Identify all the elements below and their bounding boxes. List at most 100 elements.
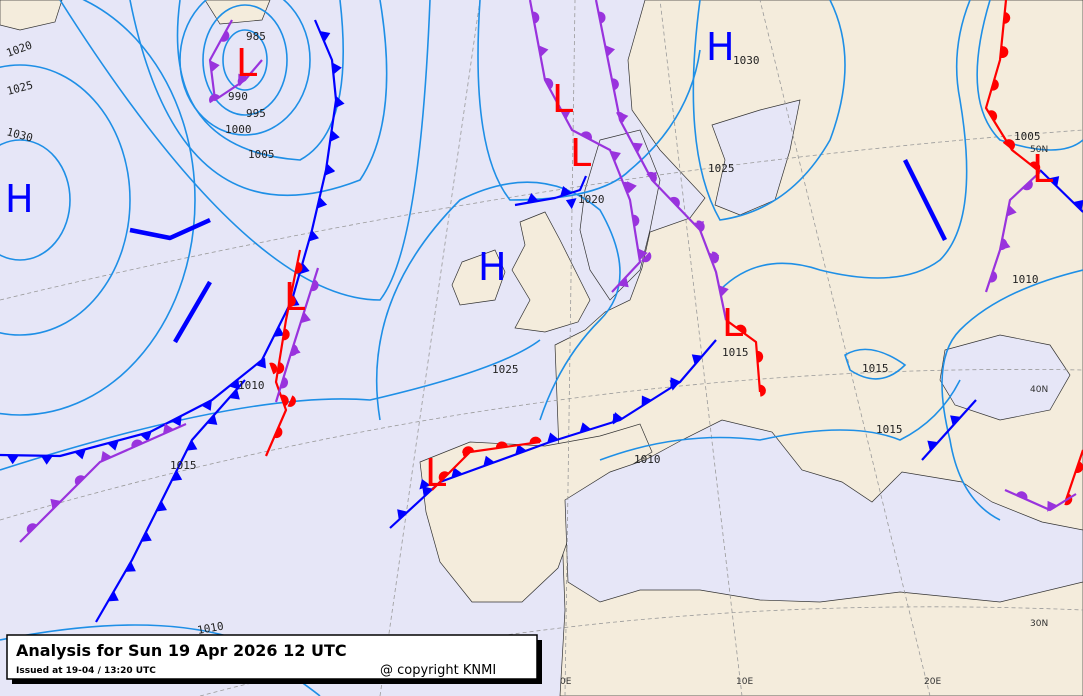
isobar-label: 1015 (170, 459, 197, 472)
front-symbol (451, 467, 463, 478)
trough-front (902, 158, 948, 242)
front-symbol (186, 439, 198, 451)
issued: Issued at 19-04 / 13:20 UTC (16, 666, 156, 676)
isobar-label: 1030 (733, 54, 760, 67)
isobar (0, 339, 541, 471)
isobar (976, 0, 1083, 151)
front-symbol (300, 311, 311, 324)
front-symbol (171, 470, 183, 482)
graticule-label: 50N (1030, 145, 1048, 155)
isobar-label: 985 (246, 30, 266, 43)
front-symbol (419, 478, 431, 490)
front-symbol (515, 444, 527, 455)
pressure-center: H (478, 245, 507, 289)
front-symbol (269, 362, 278, 375)
front-symbol (237, 75, 248, 87)
isobar-label: 1005 (1014, 130, 1041, 143)
front-symbol (280, 394, 289, 407)
front-symbol (641, 251, 652, 263)
isobar (179, 0, 311, 136)
pressure-center: L (552, 77, 573, 121)
front-symbol (229, 378, 240, 390)
occ-front (1004, 488, 1077, 512)
pressure-center: L (1032, 147, 1053, 191)
isobar (477, 0, 701, 201)
isobar (59, 0, 431, 301)
front-symbol (277, 362, 285, 374)
box (6, 634, 538, 680)
front-symbol (162, 423, 174, 435)
front-symbol (616, 111, 625, 124)
warm-front (984, 0, 1041, 173)
front-symbol (1006, 204, 1017, 217)
warm-front (264, 249, 302, 457)
warm-front (725, 319, 762, 393)
trough-front (173, 280, 212, 344)
front-symbol (316, 196, 328, 209)
graticule-label: 10E (736, 677, 753, 687)
front-symbol (273, 326, 285, 337)
pressure-center: L (722, 301, 743, 345)
front-symbol (989, 270, 998, 283)
isobar-label: 1020 (578, 193, 605, 206)
front-symbol (438, 471, 449, 482)
front-symbol (74, 475, 86, 486)
front-symbol (462, 446, 475, 454)
front-symbol (669, 196, 680, 208)
graticule-label: 20E (924, 677, 941, 687)
front-symbol (1003, 11, 1011, 24)
front-symbol (108, 590, 119, 602)
front-symbol (171, 415, 182, 427)
front-symbol (529, 436, 542, 444)
front-symbol (290, 344, 301, 356)
front-symbol (308, 230, 320, 242)
front-symbol (107, 440, 119, 451)
front-symbol (26, 523, 37, 534)
front-symbol (1015, 491, 1028, 500)
front-symbol (718, 285, 729, 297)
isobar (375, 181, 621, 421)
isobar-label: 1010 (634, 453, 661, 466)
labels: HL HLLHLLLL985990995100010051020102510301… (5, 25, 1054, 687)
isobar (202, 4, 288, 116)
isobar (129, 0, 388, 196)
front-symbol (324, 163, 335, 176)
front-symbol (209, 93, 221, 104)
pressure-center: L (570, 131, 591, 175)
warm-front (1064, 449, 1083, 501)
isobar (941, 269, 1083, 521)
pressure-center: H (706, 25, 735, 69)
isobar (599, 379, 961, 461)
front-symbol (759, 384, 766, 397)
front-symbol (1000, 46, 1009, 59)
front-symbol (547, 432, 559, 443)
ireland (451, 249, 506, 306)
front-symbol (100, 450, 112, 462)
front-symbol (206, 414, 218, 425)
front-symbol (1048, 176, 1060, 187)
front-symbol (641, 395, 652, 407)
mediterranean (564, 419, 1083, 603)
front-symbol (1047, 500, 1058, 512)
graticule-line (379, 0, 481, 696)
pressure-center: L (284, 275, 305, 319)
isobar-label: 1010 (196, 620, 224, 637)
front-symbol (6, 455, 19, 465)
front-symbol (560, 185, 572, 197)
front-symbol (611, 78, 619, 91)
front-symbol (229, 388, 240, 400)
front-symbol (538, 45, 549, 58)
front-symbol (332, 62, 342, 75)
front-symbol (40, 455, 53, 465)
front-symbol (330, 130, 340, 142)
isobar-label: 1015 (722, 346, 749, 359)
front-symbol (397, 509, 408, 520)
isobar-label: 1015 (862, 362, 889, 375)
legend-box: Analysis for Sun 19 Apr 2026 12 UTC Issu… (6, 634, 542, 684)
front-symbol (991, 78, 999, 91)
front-symbol (295, 261, 303, 274)
front-symbol (711, 251, 720, 264)
fronts (0, 0, 1083, 623)
front-symbol (334, 96, 345, 109)
front-symbol (310, 279, 319, 292)
